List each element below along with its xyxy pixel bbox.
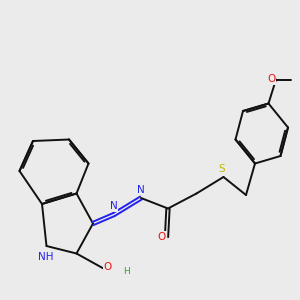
Text: N: N <box>137 184 145 195</box>
Text: NH: NH <box>38 251 54 262</box>
Text: N: N <box>110 201 118 211</box>
Text: S: S <box>219 164 225 174</box>
Text: O: O <box>158 232 166 242</box>
Text: H: H <box>123 267 129 276</box>
Text: O: O <box>104 262 112 272</box>
Text: O: O <box>267 74 276 85</box>
